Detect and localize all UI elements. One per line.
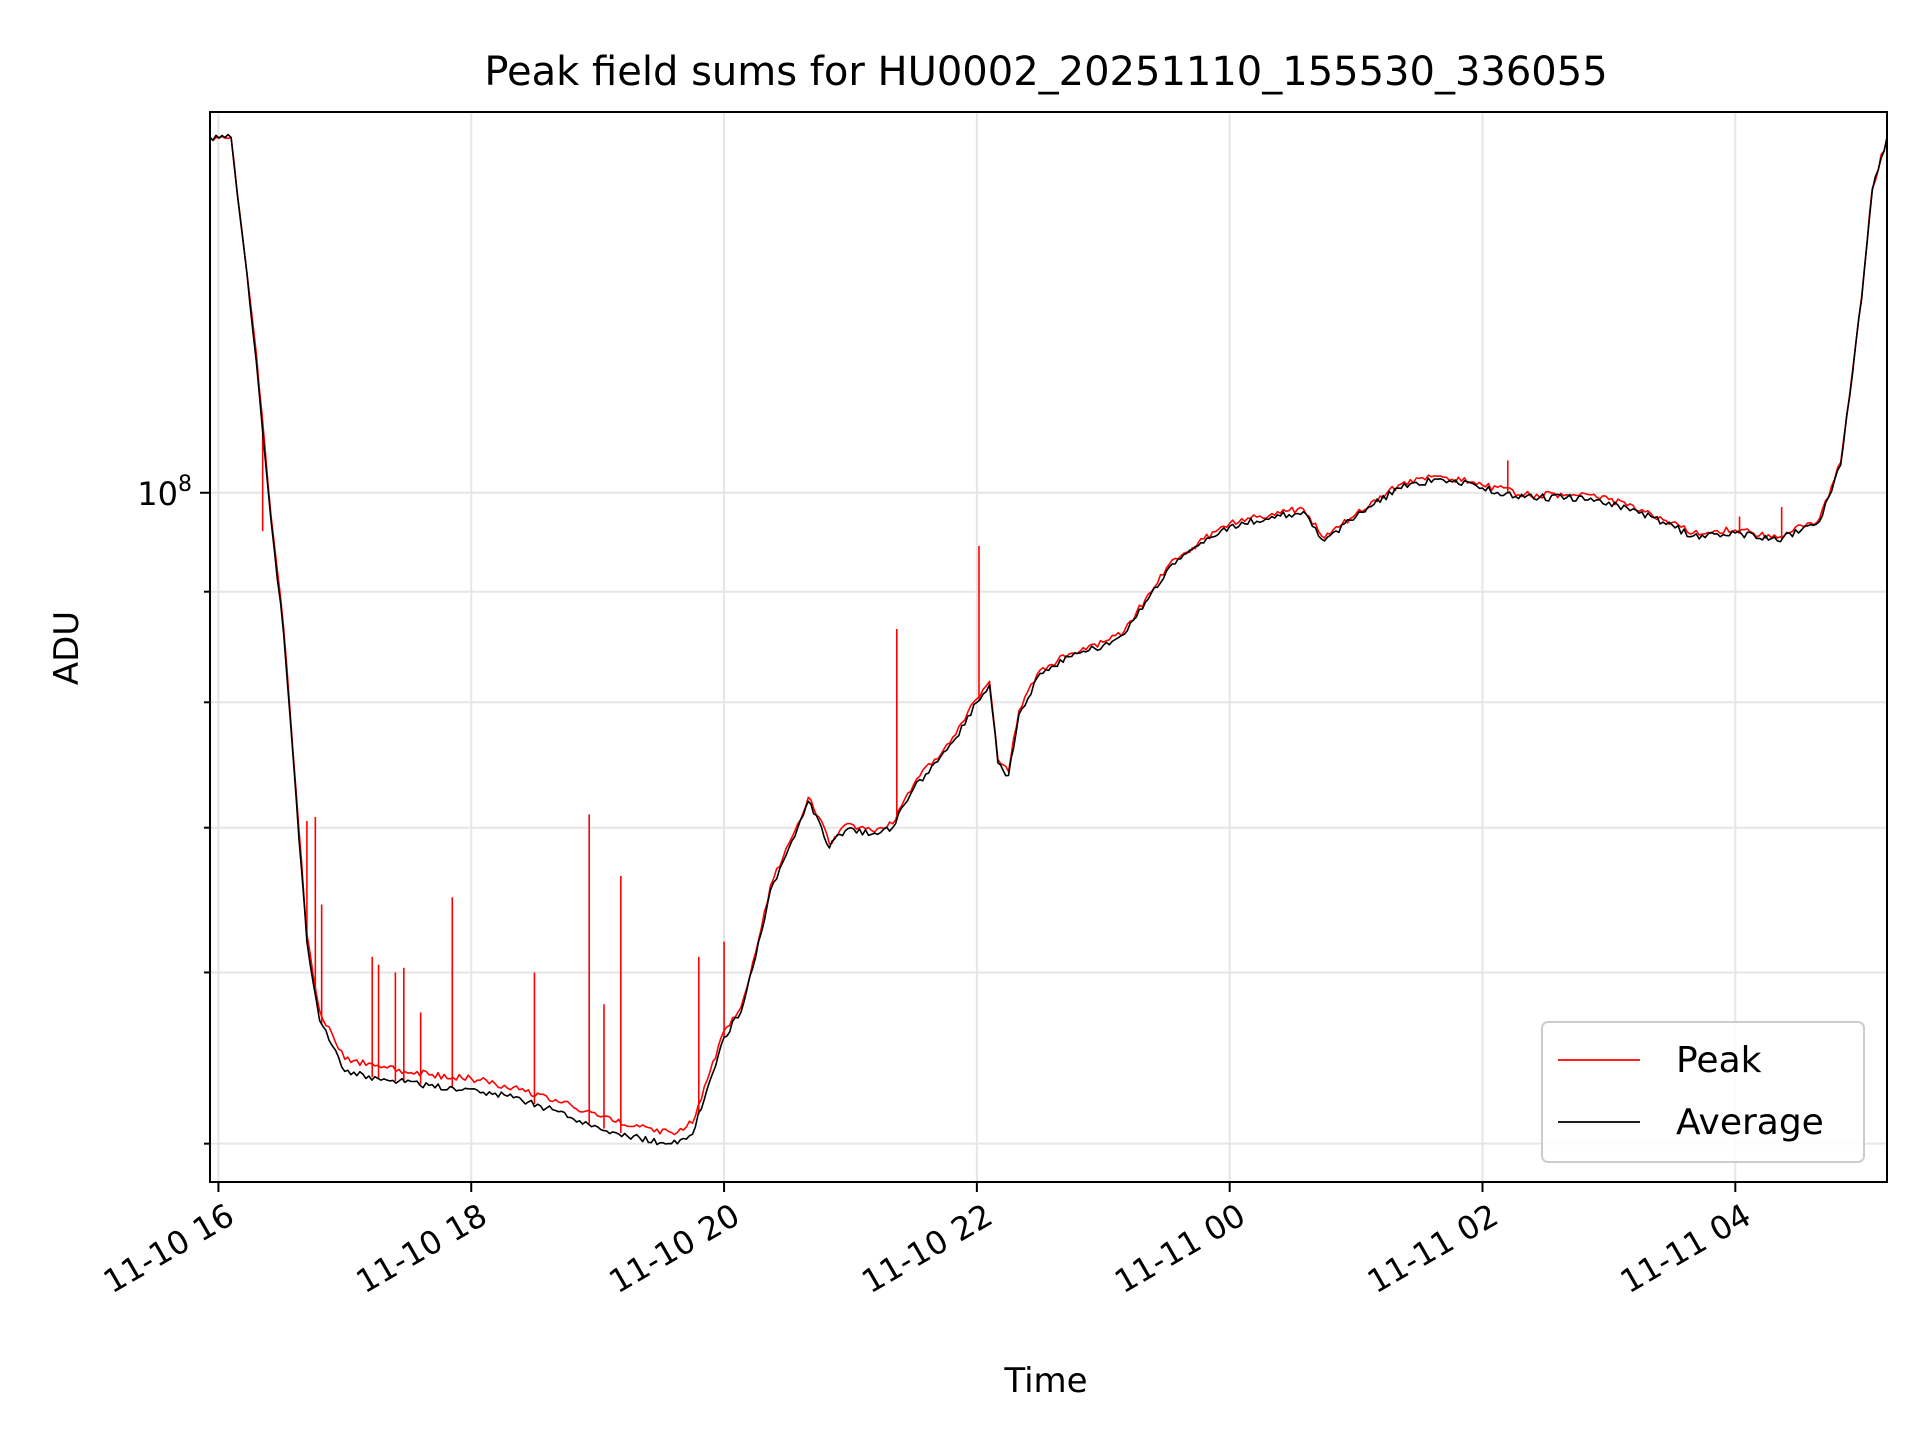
grid bbox=[210, 112, 1887, 1182]
series-average-line bbox=[209, 133, 1888, 1146]
legend-peak-label: Peak bbox=[1676, 1040, 1762, 1081]
legend-average-label: Average bbox=[1676, 1102, 1824, 1143]
x-axis-label: Time bbox=[1003, 1361, 1087, 1401]
y-axis-label: ADU bbox=[47, 611, 87, 685]
series-peak-line bbox=[209, 135, 1888, 1136]
y-tick-label: 108 bbox=[137, 472, 192, 513]
plot-frame bbox=[209, 111, 1888, 1183]
chart-title: Peak field sums for HU0002_20251110_1555… bbox=[484, 49, 1607, 95]
legend-box bbox=[1541, 1021, 1865, 1163]
plot-area bbox=[209, 133, 1888, 1146]
legend: Peak Average bbox=[1541, 1021, 1865, 1163]
